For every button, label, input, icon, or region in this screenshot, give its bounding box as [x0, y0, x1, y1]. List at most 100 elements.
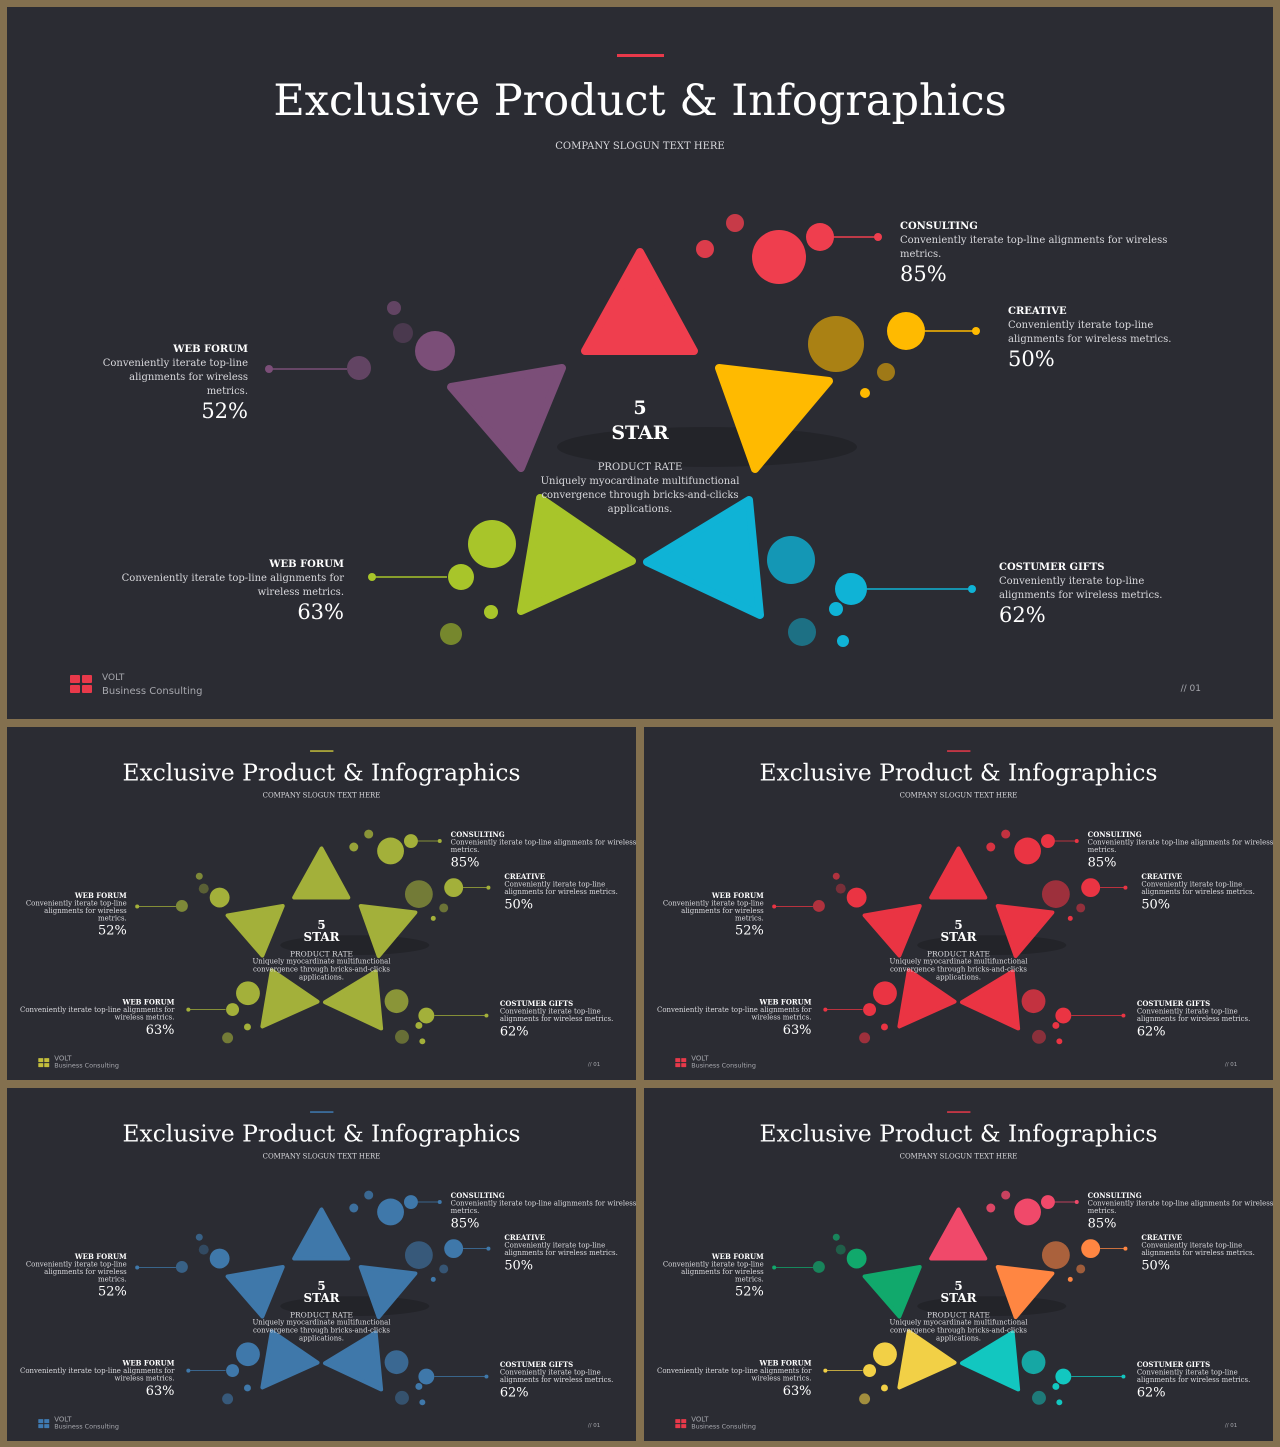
decor-bubble — [484, 605, 498, 619]
slide-olive-thumbnail[interactable]: Exclusive Product & Infographics COMPANY … — [7, 727, 636, 1080]
item-value-forum-top: 52% — [98, 924, 127, 939]
decor-bubble — [195, 872, 203, 880]
item-desc-consulting: Conveniently iterate top-line alignments… — [1088, 839, 1273, 847]
decor-bubble — [403, 1195, 418, 1209]
item-desc-forum-bottom: wireless metrics. — [751, 1375, 811, 1383]
slide-blue-thumbnail[interactable]: Exclusive Product & Infographics COMPANY … — [7, 1088, 636, 1441]
slide-multi-thumbnail[interactable]: Exclusive Product & Infographics COMPANY … — [644, 1088, 1273, 1441]
item-desc-forum-bottom: wireless metrics. — [114, 1375, 174, 1383]
star-arm-right[interactable] — [715, 364, 833, 473]
decor-bubble — [752, 230, 806, 284]
decor-bubble — [243, 1384, 251, 1392]
item-desc-forum-bottom: wireless metrics. — [751, 1014, 811, 1022]
item-value-consulting: 85% — [900, 262, 947, 286]
star-arm-bottom-left[interactable] — [897, 1329, 957, 1390]
item-desc-forum-top: metrics. — [98, 1275, 127, 1283]
decor-bubble — [440, 623, 462, 645]
product-rate-desc: applications. — [299, 973, 344, 981]
star-arm-right[interactable] — [358, 1264, 418, 1320]
product-rate-label: PRODUCT RATE — [598, 462, 683, 473]
star-arm-top[interactable] — [929, 846, 988, 900]
decor-bubble — [404, 880, 433, 908]
item-desc-forum-bottom: wireless metrics. — [114, 1014, 174, 1022]
connector-dot — [437, 1200, 442, 1205]
decor-bubble — [1081, 878, 1101, 898]
star-arm-bottom-right[interactable] — [959, 1330, 1021, 1392]
star-arm-right[interactable] — [995, 1264, 1055, 1320]
star-arm-bottom-right[interactable] — [959, 969, 1021, 1031]
item-value-forum-bottom: 63% — [146, 1023, 175, 1038]
item-heading-forum-bottom: WEB FORUM — [759, 1359, 812, 1368]
item-value-forum-top: 52% — [735, 1285, 764, 1300]
slide-red-thumbnail[interactable]: Exclusive Product & Infographics COMPANY … — [644, 727, 1273, 1080]
star-arm-top[interactable] — [292, 846, 351, 900]
star-arm-left[interactable] — [447, 364, 566, 472]
item-desc-gifts: alignments for wireless metrics. — [500, 1376, 613, 1384]
item-desc-creative: Conveniently iterate top-line — [1008, 320, 1153, 331]
item-value-gifts: 62% — [500, 1024, 529, 1039]
product-rate-label: PRODUCT RATE — [927, 1311, 990, 1320]
slide-main[interactable]: Exclusive Product & Infographics COMPANY … — [7, 7, 1273, 719]
decor-bubble — [448, 564, 474, 590]
star-arm-left[interactable] — [862, 903, 922, 958]
connector-dot — [1123, 1246, 1128, 1251]
decor-bubble — [880, 1384, 888, 1392]
star-arm-right[interactable] — [358, 903, 418, 959]
decor-bubble — [384, 1350, 409, 1375]
item-heading-forum-top: WEB FORUM — [711, 1252, 764, 1261]
star-arm-bottom-right[interactable] — [643, 496, 764, 619]
star-arm-left[interactable] — [225, 1264, 285, 1319]
slide-canvas: Exclusive Product & Infographics COMPANY … — [657, 750, 1273, 1070]
connector-dot — [1121, 1374, 1126, 1379]
decor-bubble — [1076, 1264, 1086, 1274]
star-arm-bottom-left[interactable] — [260, 968, 320, 1029]
star-arm-top[interactable] — [929, 1207, 988, 1261]
decor-bubble — [835, 883, 846, 894]
star-arm-top[interactable] — [581, 248, 698, 355]
product-rate-desc: Uniquely myocardinate multifunctional — [252, 1318, 391, 1326]
decor-bubble — [1067, 1276, 1073, 1282]
decor-bubble — [415, 331, 455, 371]
slide-canvas: Exclusive Product & Infographics COMPANY … — [70, 54, 1201, 697]
decor-bubble — [222, 1032, 234, 1044]
item-desc-consulting: Conveniently iterate top-line alignments… — [451, 839, 636, 847]
item-value-gifts: 62% — [999, 603, 1046, 627]
connector-dot — [968, 585, 976, 593]
slide-canvas: Exclusive Product & Infographics COMPANY … — [20, 1111, 636, 1431]
item-desc-forum-bottom: Conveniently iterate top-line alignments… — [657, 1367, 812, 1375]
star-arm-bottom-right[interactable] — [322, 969, 384, 1031]
item-desc-consulting: Conveniently iterate top-line alignments… — [1088, 1200, 1273, 1208]
item-desc-forum-top: alignments for wireless — [44, 907, 127, 915]
decor-bubble — [846, 1248, 867, 1269]
decor-bubble — [863, 1003, 877, 1017]
decor-bubble — [384, 989, 409, 1014]
decor-bubble — [1021, 1350, 1046, 1375]
star-arm-bottom-left[interactable] — [517, 494, 636, 615]
item-desc-creative: Conveniently iterate top-line — [504, 881, 605, 889]
decor-bubble — [364, 829, 374, 839]
product-rate-desc: convergence through bricks-and-clicks — [253, 965, 390, 973]
decor-bubble — [387, 301, 401, 315]
item-value-forum-bottom: 63% — [297, 600, 344, 624]
star-arm-bottom-left[interactable] — [897, 968, 957, 1029]
star-arm-right[interactable] — [995, 903, 1055, 959]
item-heading-gifts: COSTUMER GIFTS — [500, 999, 573, 1008]
decor-bubble — [832, 872, 840, 880]
item-value-forum-top: 52% — [98, 1285, 127, 1300]
item-desc-creative: Conveniently iterate top-line — [1141, 881, 1242, 889]
product-rate-label: PRODUCT RATE — [927, 950, 990, 959]
item-heading-creative: CREATIVE — [504, 1233, 545, 1242]
star-arm-bottom-right[interactable] — [322, 1330, 384, 1392]
star-arm-bottom-left[interactable] — [260, 1329, 320, 1390]
star-arm-top[interactable] — [292, 1207, 351, 1261]
connector-dot — [265, 365, 273, 373]
decor-bubble — [1021, 989, 1046, 1014]
star-arm-left[interactable] — [862, 1264, 922, 1319]
slide-canvas: Exclusive Product & Infographics COMPANY … — [657, 1111, 1273, 1431]
item-heading-consulting: CONSULTING — [451, 830, 505, 839]
decor-bubble — [812, 900, 825, 912]
item-desc-gifts: Conveniently iterate top-line — [500, 1369, 601, 1377]
decor-bubble — [1041, 1241, 1070, 1269]
star-arm-left[interactable] — [225, 903, 285, 958]
item-value-gifts: 62% — [1137, 1024, 1166, 1039]
